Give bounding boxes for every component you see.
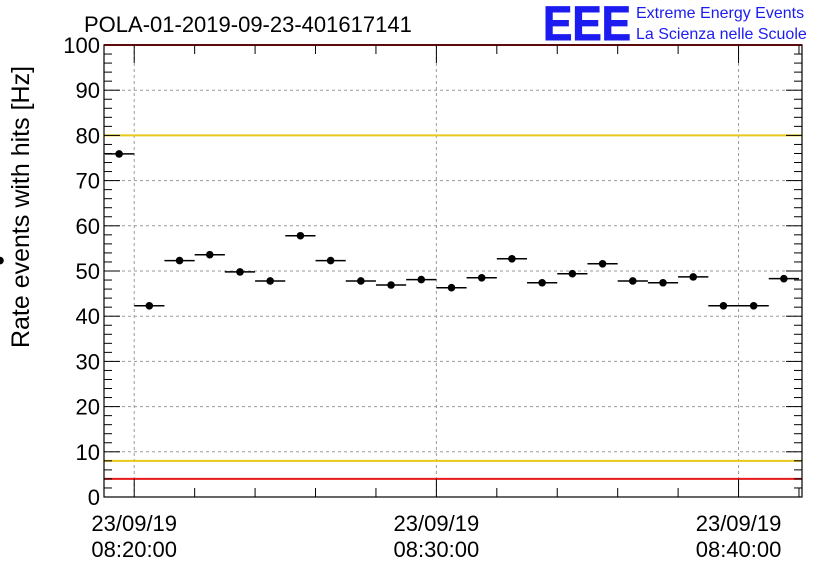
data-point	[647, 278, 679, 287]
data-point-marker	[659, 278, 667, 287]
data-point	[738, 302, 769, 310]
data-point-marker	[387, 281, 395, 289]
y-tick-label: 60	[76, 214, 100, 239]
data-point-marker	[749, 302, 758, 310]
data-point	[708, 302, 739, 310]
y-tick-label: 50	[76, 259, 100, 284]
data-point	[678, 273, 709, 281]
logo-line1: Extreme Energy Events	[636, 5, 804, 22]
data-point	[224, 268, 256, 276]
data-point	[466, 273, 497, 282]
data-point-marker	[266, 277, 274, 285]
data-point-marker	[205, 250, 214, 259]
grid	[104, 45, 802, 497]
data-point-marker	[236, 268, 244, 276]
data-point-marker	[145, 302, 154, 310]
data-point	[255, 277, 286, 285]
data-point-marker	[508, 254, 516, 263]
data-point-marker	[326, 256, 335, 265]
data-point	[375, 281, 407, 289]
data-point-marker	[598, 259, 607, 268]
y-tick-label: 70	[76, 169, 100, 194]
data-point-marker	[719, 302, 728, 310]
data-point	[617, 277, 648, 285]
data-point	[557, 269, 588, 278]
data-point	[406, 275, 437, 284]
data-point	[194, 250, 225, 259]
x-tick-label-date: 23/09/19	[394, 511, 480, 536]
data-point	[768, 274, 799, 283]
y-tick-label: 0	[88, 485, 100, 510]
data-points	[0, 150, 799, 310]
data-point	[436, 283, 467, 292]
eee-logo: EEE Extreme Energy Events La Scienza nel…	[543, 0, 807, 52]
data-point-marker	[417, 275, 426, 284]
logo-line2: La Scienza nelle Scuole	[636, 26, 807, 43]
data-point	[134, 302, 165, 310]
logo-mark: EEE	[543, 0, 631, 51]
data-point-marker	[296, 231, 305, 240]
data-point-marker	[538, 278, 546, 287]
data-point	[587, 259, 618, 268]
x-tick-label-time: 08:40:00	[696, 537, 782, 562]
data-point-marker	[477, 273, 486, 282]
tick-labels: 010203040506070809010023/09/1908:20:0023…	[63, 33, 781, 562]
data-point-marker	[115, 150, 123, 158]
data-point-marker	[175, 256, 184, 265]
data-point	[315, 256, 346, 265]
data-point-marker	[689, 273, 698, 281]
data-point-marker	[628, 277, 637, 285]
x-tick-label-time: 08:20:00	[91, 537, 177, 562]
y-tick-label: 30	[76, 349, 100, 374]
y-tick-label: 10	[76, 440, 100, 465]
y-tick-label: 40	[76, 304, 100, 329]
data-point	[105, 150, 135, 158]
data-point	[527, 278, 558, 287]
y-tick-label: 80	[76, 123, 100, 148]
data-point-marker	[447, 283, 456, 292]
y-tick-label: 90	[76, 78, 100, 103]
data-point	[285, 231, 316, 240]
data-point	[164, 256, 195, 265]
data-point-marker	[780, 274, 788, 283]
x-tick-label-date: 23/09/19	[696, 511, 782, 536]
data-point	[345, 277, 376, 285]
x-tick-label-date: 23/09/19	[91, 511, 177, 536]
data-point-marker	[568, 269, 577, 278]
y-tick-label: 20	[76, 395, 100, 420]
x-tick-label-time: 08:30:00	[394, 537, 480, 562]
y-axis-label: Rate events with hits [Hz]	[7, 66, 35, 348]
data-point	[0, 256, 4, 265]
axes	[103, 44, 803, 498]
data-point	[496, 254, 528, 263]
data-point-marker	[0, 256, 4, 265]
y-tick-label: 100	[63, 33, 100, 58]
data-point-marker	[357, 277, 365, 285]
reference-lines	[104, 44, 802, 480]
chart-title: POLA-01-2019-09-23-401617141	[84, 12, 412, 37]
